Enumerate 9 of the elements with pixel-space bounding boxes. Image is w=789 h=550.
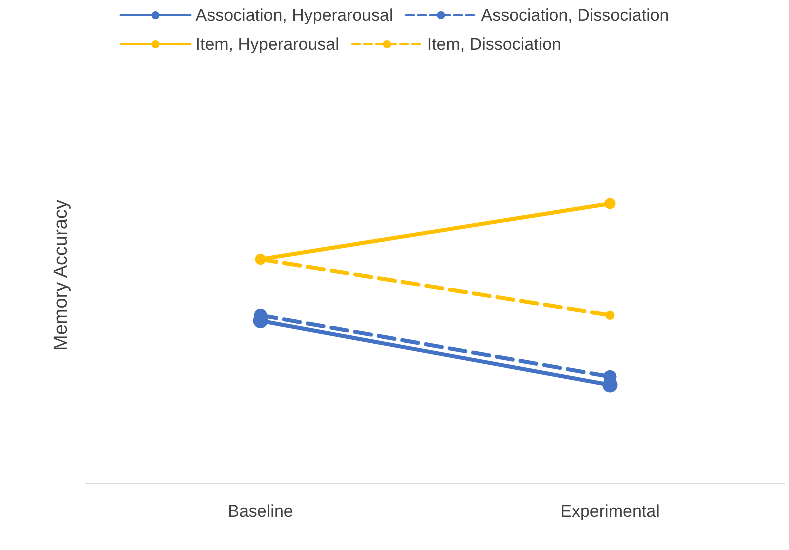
x-tick-label: Baseline (228, 502, 294, 521)
x-tick-label: Experimental (560, 502, 660, 521)
y-axis-title: Memory Accuracy (51, 200, 72, 352)
point (606, 310, 615, 320)
point (604, 198, 616, 210)
legend-label: Item, Dissociation (427, 35, 562, 54)
legend-label: Item, Hyperarousal (196, 35, 340, 54)
legend-label: Association, Hyperarousal (196, 6, 394, 25)
legend-label: Association, Dissociation (481, 6, 670, 25)
